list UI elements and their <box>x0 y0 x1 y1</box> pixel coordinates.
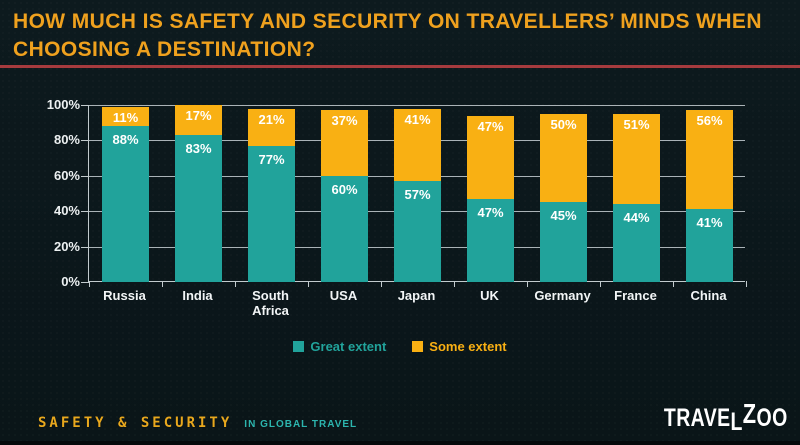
logo-letter-group: OO <box>756 404 788 432</box>
bar-segment-some-extent-china <box>686 110 733 210</box>
bar-segment-great-extent-france <box>613 204 660 282</box>
bar-segment-some-extent-south-africa <box>248 108 295 146</box>
value-label-france-some-extent: 51% <box>623 116 650 132</box>
value-label-south-africa-some-extent: 21% <box>258 111 285 127</box>
x-tick-8 <box>673 281 674 287</box>
travelzoo-logo: TRAVELZOO <box>664 398 788 436</box>
logo-letter-group: L <box>730 408 744 436</box>
value-label-china-some-extent: 56% <box>696 113 723 129</box>
legend-item-great-extent: Great extent <box>293 339 386 354</box>
bar-segment-some-extent-japan <box>394 108 441 182</box>
bar-segment-great-extent-south-africa <box>248 145 295 282</box>
value-label-germany-great-extent: 45% <box>550 208 577 224</box>
brand-lockup: SAFETY & SECURITY IN GLOBAL TRAVEL <box>38 415 357 431</box>
y-tick-60 <box>81 175 89 177</box>
y-tick-0 <box>81 282 89 283</box>
x-tick-0 <box>89 281 90 287</box>
category-label-france: France <box>614 288 657 303</box>
x-tick-7 <box>600 281 601 287</box>
chart-legend: Great extent Some extent <box>0 339 800 354</box>
category-label-uk: UK <box>480 288 499 303</box>
x-tick-3 <box>308 281 309 287</box>
y-axis-label-20: 20% <box>53 238 80 254</box>
value-label-china-great-extent: 41% <box>696 215 723 231</box>
legend-swatch-icon <box>293 341 305 352</box>
category-label-india: India <box>182 288 213 303</box>
bar-segment-some-extent-russia <box>102 106 149 127</box>
value-label-uk-great-extent: 47% <box>477 204 504 220</box>
y-tick-80 <box>81 140 89 142</box>
value-label-france-great-extent: 44% <box>623 210 650 226</box>
category-label-germany: Germany <box>534 288 591 303</box>
value-label-usa-some-extent: 37% <box>331 113 358 129</box>
x-tick-6 <box>527 281 528 287</box>
bar-segment-great-extent-japan <box>394 181 441 282</box>
brand-subtitle: IN GLOBAL TRAVEL <box>244 419 358 430</box>
y-axis-label-40: 40% <box>53 203 80 219</box>
y-axis-label-100: 100% <box>46 97 80 112</box>
bar-segment-great-extent-russia <box>102 126 149 282</box>
logo-letter-group: Z <box>743 398 757 429</box>
x-tick-4 <box>381 281 382 287</box>
gridline-100 <box>89 105 745 106</box>
value-label-germany-some-extent: 50% <box>550 116 577 132</box>
bar-segment-some-extent-india <box>175 105 222 136</box>
legend-label: Great extent <box>310 339 387 354</box>
y-axis-label-80: 80% <box>53 132 80 148</box>
x-tick-1 <box>162 281 163 287</box>
bar-segment-some-extent-germany <box>540 113 587 203</box>
x-tick-9 <box>746 281 747 287</box>
y-tick-100 <box>81 105 89 106</box>
value-label-russia-great-extent: 88% <box>112 132 139 148</box>
bar-segment-some-extent-uk <box>467 115 514 199</box>
bar-segment-great-extent-usa <box>321 175 368 282</box>
category-label-japan: Japan <box>397 288 436 303</box>
value-label-russia-some-extent: 11% <box>112 109 139 125</box>
value-label-south-africa-great-extent: 77% <box>258 151 285 167</box>
value-label-usa-great-extent: 60% <box>331 181 358 197</box>
x-tick-2 <box>235 281 236 287</box>
y-axis-label-0: 0% <box>61 274 80 289</box>
legend-item-some-extent: Some extent <box>412 339 507 354</box>
category-label-usa: USA <box>329 288 358 303</box>
bar-segment-great-extent-germany <box>540 202 587 282</box>
y-tick-20 <box>81 246 89 248</box>
category-label-south-africa: South Africa <box>252 288 289 318</box>
bar-segment-great-extent-uk <box>467 198 514 282</box>
bar-segment-some-extent-france <box>613 113 660 205</box>
brand-title: SAFETY & SECURITY <box>38 415 233 431</box>
bar-segment-great-extent-india <box>175 135 222 282</box>
divider-line <box>0 65 800 68</box>
y-axis-label-60: 60% <box>53 167 80 183</box>
x-tick-5 <box>454 281 455 287</box>
value-label-india-great-extent: 83% <box>185 141 212 157</box>
category-label-china: China <box>690 288 727 303</box>
footer: SAFETY & SECURITY IN GLOBAL TRAVEL TRAVE… <box>0 397 800 445</box>
value-label-japan-great-extent: 57% <box>404 187 431 203</box>
category-label-russia: Russia <box>103 288 146 303</box>
logo-letter-group: TRAVE <box>664 404 731 432</box>
value-label-japan-some-extent: 41% <box>404 111 431 127</box>
y-tick-40 <box>81 211 89 213</box>
value-label-uk-some-extent: 47% <box>477 118 504 134</box>
plot-area: 88% 11% 83% 17% 77% 21% 60% 37% 57% 41% 47% 47% 45% 5… <box>81 105 747 287</box>
value-label-india-some-extent: 17% <box>185 108 212 123</box>
bar-segment-some-extent-usa <box>321 110 368 176</box>
legend-label: Some extent <box>429 339 507 354</box>
page-title: HOW MUCH IS SAFETY AND SECURITY ON TRAVE… <box>13 10 762 61</box>
bar-segment-great-extent-china <box>686 209 733 282</box>
legend-swatch-icon <box>412 341 424 352</box>
